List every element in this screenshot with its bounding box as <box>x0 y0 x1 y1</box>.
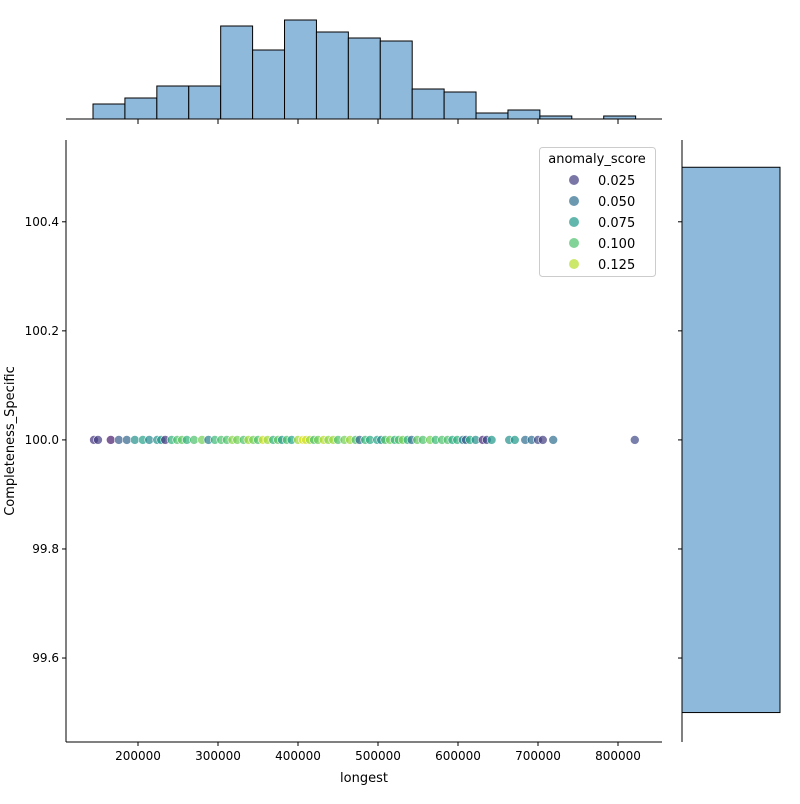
histogram-bar <box>188 85 222 120</box>
histogram-bar <box>124 97 158 120</box>
right-marginal-histogram <box>678 140 781 742</box>
scatter-point <box>122 435 132 445</box>
x-tick-label: 200000 <box>115 749 161 763</box>
histogram-bar <box>411 88 445 120</box>
y-tick-label: 99.8 <box>32 542 59 556</box>
scatter-point <box>548 435 559 445</box>
scatter-point <box>486 435 497 445</box>
histogram-bar <box>315 31 349 120</box>
histogram-bar <box>681 166 781 714</box>
legend-marker <box>569 259 579 269</box>
histogram-bar <box>284 19 317 120</box>
histogram-bar <box>475 112 509 120</box>
histogram-bar <box>379 40 413 120</box>
legend-marker <box>569 217 579 227</box>
histogram-bar <box>443 91 477 120</box>
x-tick-label: 400000 <box>275 749 321 763</box>
legend-label: 0.025 <box>598 174 635 189</box>
x-tick-label: 500000 <box>355 749 401 763</box>
legend-label: 0.100 <box>598 237 635 252</box>
x-tick-label: 700000 <box>515 749 561 763</box>
scatter-point <box>537 435 548 445</box>
scatter-point <box>629 435 640 445</box>
histogram-bar <box>156 85 190 120</box>
y-tick-label: 100.4 <box>25 215 59 229</box>
y-tick-label: 99.6 <box>32 651 59 665</box>
x-tick-label: 800000 <box>595 749 641 763</box>
y-tick-label: 100.2 <box>25 324 59 338</box>
scatter-point <box>114 435 124 445</box>
scatter-point <box>106 435 116 445</box>
y-tick-label: 100.0 <box>25 433 59 447</box>
y-axis-label: Completeness_Specific <box>3 366 18 516</box>
histogram-bar <box>507 109 541 120</box>
histogram-bar <box>220 25 254 120</box>
scatter-point <box>130 435 140 445</box>
legend-frame <box>539 147 656 277</box>
legend-label: 0.050 <box>598 195 635 210</box>
top-marginal-histogram <box>66 19 662 124</box>
histogram-bar <box>92 103 126 120</box>
legend-label: 0.125 <box>598 258 635 273</box>
scatter-point <box>93 435 103 445</box>
histogram-bar <box>252 49 286 120</box>
scatter-point <box>144 435 154 445</box>
scatter-axes: 200000 300000 400000 500000 600000 700000 8000… <box>25 140 662 763</box>
legend-marker <box>569 196 579 206</box>
x-axis-label: longest <box>340 771 388 786</box>
histogram-bar <box>347 37 381 120</box>
legend-marker <box>569 175 579 185</box>
legend-title: anomaly_score <box>548 152 646 167</box>
legend-marker <box>569 238 579 248</box>
x-tick-label: 300000 <box>195 749 241 763</box>
legend: anomaly_score 0.025 0.050 0.075 0.100 0.125 <box>539 147 656 277</box>
legend-label: 0.075 <box>598 216 635 231</box>
x-tick-label: 600000 <box>435 749 481 763</box>
scatter-point <box>509 435 520 445</box>
scatter-point <box>189 435 199 445</box>
